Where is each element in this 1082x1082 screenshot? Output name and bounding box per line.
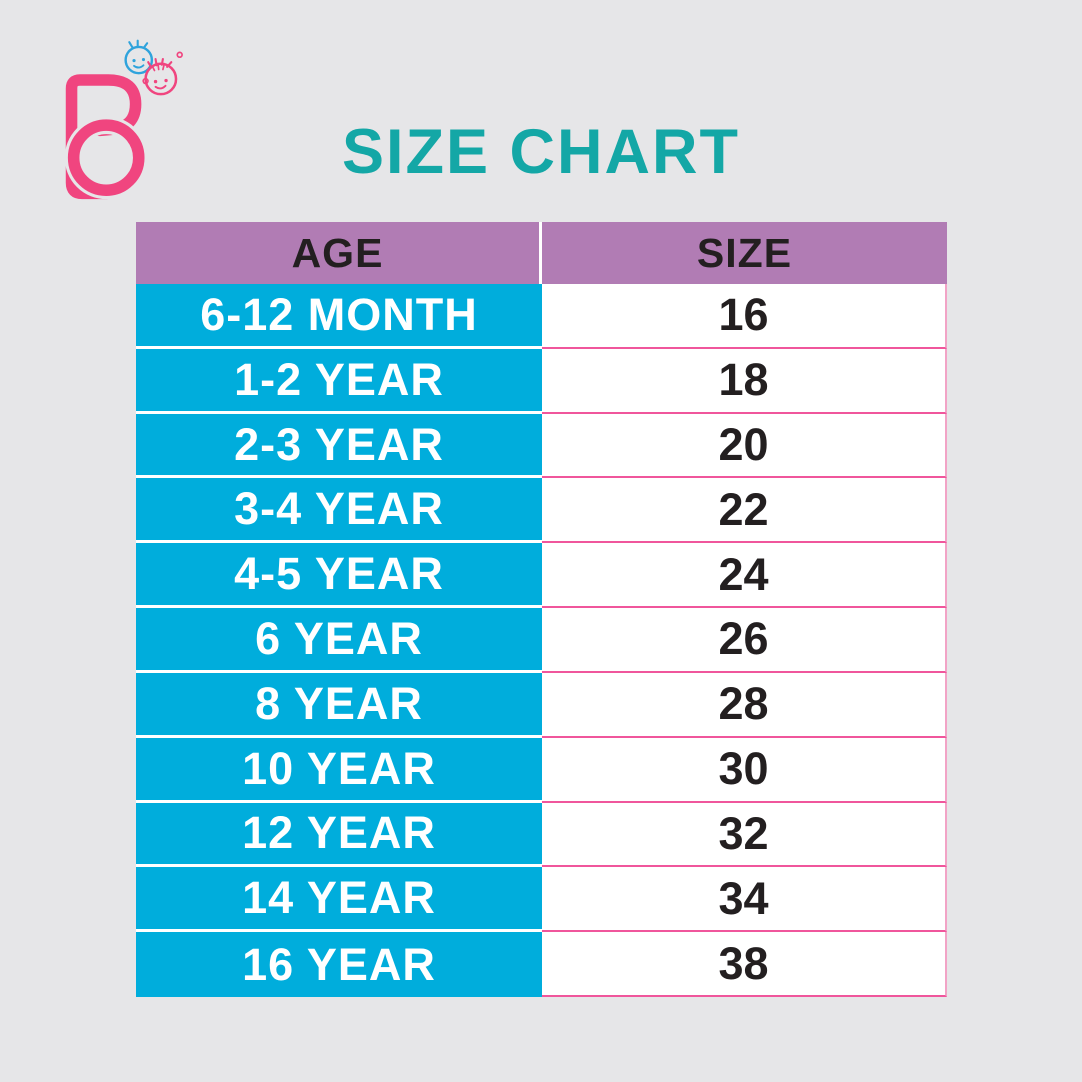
size-cell: 26 bbox=[542, 608, 947, 673]
size-cell: 30 bbox=[542, 737, 947, 803]
baby-face-blue-icon bbox=[124, 39, 154, 75]
table-row: 4-5 YEAR 24 bbox=[136, 543, 947, 609]
age-cell: 16 YEAR bbox=[136, 932, 542, 997]
logo-b-icon bbox=[64, 74, 148, 200]
size-cell: 32 bbox=[542, 802, 947, 868]
baby-face-pink-icon bbox=[142, 57, 178, 96]
table-row: 1-2 YEAR 18 bbox=[136, 348, 947, 414]
size-cell: 38 bbox=[542, 932, 947, 997]
table-row: 8 YEAR 28 bbox=[136, 672, 947, 738]
size-cell: 18 bbox=[542, 348, 947, 414]
brand-logo bbox=[64, 39, 183, 200]
age-cell: 3-4 YEAR bbox=[136, 478, 542, 544]
table-row: 2-3 YEAR 20 bbox=[136, 413, 947, 479]
size-cell: 22 bbox=[542, 478, 947, 544]
page-title: SIZE CHART bbox=[342, 117, 740, 187]
age-cell: 2-3 YEAR bbox=[136, 413, 542, 479]
table-row: 6 YEAR 26 bbox=[136, 608, 947, 673]
table-row: 16 YEAR 38 bbox=[136, 932, 947, 997]
size-cell: 28 bbox=[542, 672, 947, 738]
logo-trademark-dot-icon bbox=[176, 51, 183, 59]
age-cell: 1-2 YEAR bbox=[136, 348, 542, 414]
age-cell: 8 YEAR bbox=[136, 672, 542, 738]
size-cell: 34 bbox=[542, 867, 947, 933]
age-cell: 4-5 YEAR bbox=[136, 543, 542, 609]
age-cell: 14 YEAR bbox=[136, 867, 542, 933]
age-cell: 6 YEAR bbox=[136, 608, 542, 673]
size-cell: 20 bbox=[542, 413, 947, 479]
column-header-age: AGE bbox=[136, 222, 542, 284]
age-cell: 10 YEAR bbox=[136, 737, 542, 803]
age-cell: 12 YEAR bbox=[136, 802, 542, 868]
size-chart-table: AGE SIZE 6-12 MONTH 16 1-2 YEAR 18 2-3 Y… bbox=[136, 222, 947, 997]
table-row: 10 YEAR 30 bbox=[136, 737, 947, 803]
table-row: 14 YEAR 34 bbox=[136, 867, 947, 933]
table-header-row: AGE SIZE bbox=[136, 222, 947, 284]
table-row: 6-12 MONTH 16 bbox=[136, 284, 947, 349]
table-row: 3-4 YEAR 22 bbox=[136, 478, 947, 544]
age-cell: 6-12 MONTH bbox=[136, 284, 542, 349]
size-cell: 16 bbox=[542, 284, 947, 349]
size-cell: 24 bbox=[542, 543, 947, 609]
column-header-size: SIZE bbox=[696, 229, 793, 276]
table-row: 12 YEAR 32 bbox=[136, 802, 947, 868]
table-body: 6-12 MONTH 16 1-2 YEAR 18 2-3 YEAR 20 3-… bbox=[136, 284, 947, 997]
